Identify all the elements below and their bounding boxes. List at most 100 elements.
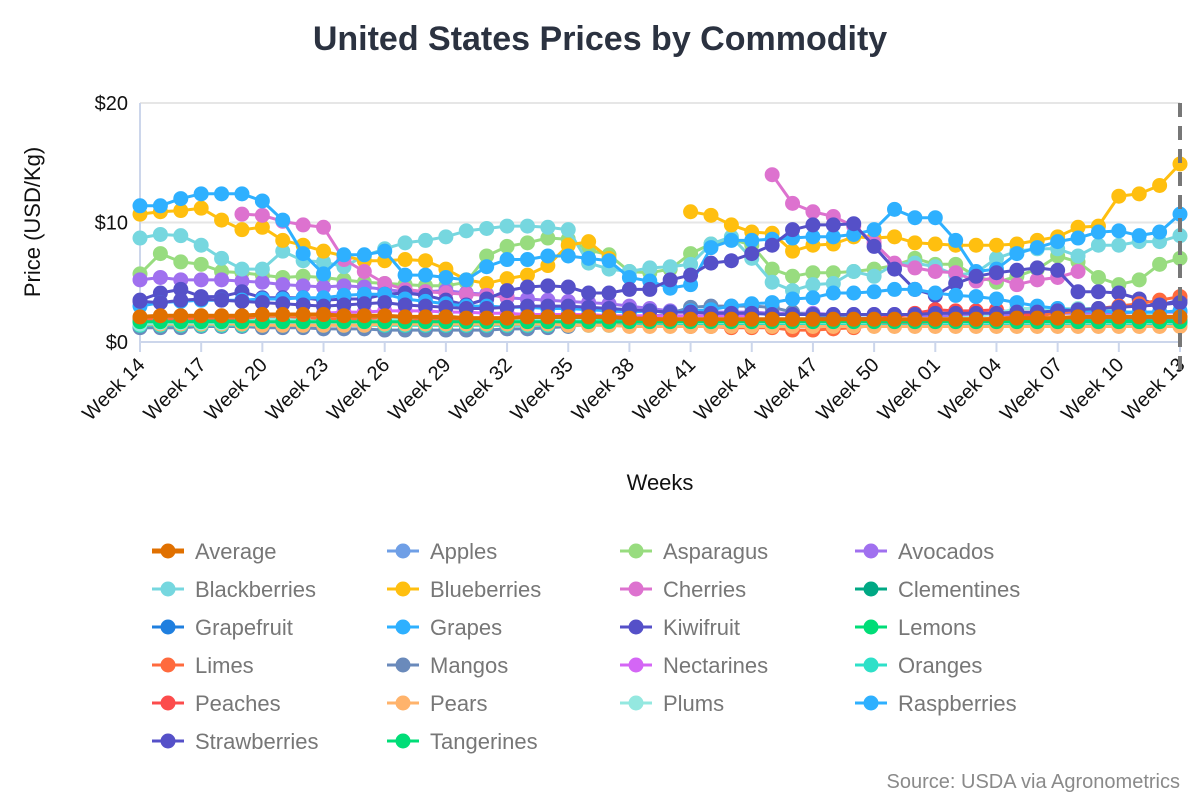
data-point[interactable] [560, 222, 576, 238]
data-point[interactable] [764, 311, 780, 327]
data-point[interactable] [397, 235, 413, 251]
data-point[interactable] [1131, 309, 1147, 325]
data-point[interactable] [519, 235, 535, 251]
data-point[interactable] [479, 248, 495, 264]
data-point[interactable] [356, 263, 372, 279]
data-point[interactable] [887, 311, 903, 327]
data-point[interactable] [927, 311, 943, 327]
data-point[interactable] [152, 198, 168, 214]
data-point[interactable] [560, 298, 576, 314]
data-point[interactable] [316, 279, 332, 295]
data-point[interactable] [316, 254, 332, 270]
legend-item-lemons[interactable]: Lemons [855, 615, 976, 640]
data-point[interactable] [621, 310, 637, 326]
data-point[interactable] [356, 247, 372, 263]
data-point[interactable] [173, 203, 189, 219]
data-point[interactable] [764, 237, 780, 253]
data-point[interactable] [499, 218, 515, 234]
data-point[interactable] [1172, 250, 1188, 266]
data-point[interactable] [683, 267, 699, 283]
data-point[interactable] [1131, 298, 1147, 314]
data-point[interactable] [458, 272, 474, 288]
data-point[interactable] [152, 308, 168, 324]
data-point[interactable] [927, 285, 943, 301]
data-point[interactable] [988, 265, 1004, 281]
data-point[interactable] [907, 210, 923, 226]
legend-item-blueberries[interactable]: Blueberries [387, 577, 541, 602]
data-point[interactable] [397, 252, 413, 268]
data-point[interactable] [703, 311, 719, 327]
data-point[interactable] [683, 204, 699, 220]
data-point[interactable] [499, 283, 515, 299]
data-point[interactable] [275, 212, 291, 228]
data-point[interactable] [540, 309, 556, 325]
data-point[interactable] [254, 207, 270, 223]
data-point[interactable] [948, 311, 964, 327]
data-point[interactable] [1070, 284, 1086, 300]
data-point[interactable] [479, 310, 495, 326]
data-point[interactable] [1029, 310, 1045, 326]
data-point[interactable] [254, 261, 270, 277]
data-point[interactable] [417, 309, 433, 325]
data-point[interactable] [744, 232, 760, 248]
data-point[interactable] [948, 287, 964, 303]
data-point[interactable] [275, 243, 291, 259]
data-point[interactable] [173, 292, 189, 308]
data-point[interactable] [968, 268, 984, 284]
data-point[interactable] [1152, 256, 1168, 272]
data-point[interactable] [805, 217, 821, 233]
data-point[interactable] [214, 212, 230, 228]
legend-item-limes[interactable]: Limes [152, 653, 254, 678]
data-point[interactable] [785, 291, 801, 307]
data-point[interactable] [234, 206, 250, 222]
legend-item-blackberries[interactable]: Blackberries [152, 577, 316, 602]
data-point[interactable] [499, 252, 515, 268]
data-point[interactable] [846, 216, 862, 232]
data-point[interactable] [642, 281, 658, 297]
data-point[interactable] [764, 274, 780, 290]
data-point[interactable] [1152, 224, 1168, 240]
data-point[interactable] [968, 311, 984, 327]
data-point[interactable] [152, 226, 168, 242]
legend-item-plums[interactable]: Plums [620, 691, 724, 716]
data-point[interactable] [214, 186, 230, 202]
data-point[interactable] [234, 308, 250, 324]
data-point[interactable] [519, 279, 535, 295]
data-point[interactable] [927, 236, 943, 252]
data-point[interactable] [540, 298, 556, 314]
data-point[interactable] [723, 253, 739, 269]
legend-item-peaches[interactable]: Peaches [152, 691, 281, 716]
data-point[interactable] [1009, 262, 1025, 278]
data-point[interactable] [214, 272, 230, 288]
legend-item-cherries[interactable]: Cherries [620, 577, 746, 602]
data-point[interactable] [193, 256, 209, 272]
data-point[interactable] [560, 309, 576, 325]
data-point[interactable] [1029, 272, 1045, 288]
data-point[interactable] [214, 308, 230, 324]
data-point[interactable] [1152, 177, 1168, 193]
data-point[interactable] [152, 246, 168, 262]
data-point[interactable] [846, 263, 862, 279]
data-point[interactable] [825, 217, 841, 233]
data-point[interactable] [254, 295, 270, 311]
data-point[interactable] [234, 222, 250, 238]
data-point[interactable] [234, 273, 250, 289]
data-point[interactable] [785, 243, 801, 259]
data-point[interactable] [887, 201, 903, 217]
data-point[interactable] [805, 311, 821, 327]
data-point[interactable] [234, 186, 250, 202]
data-point[interactable] [988, 250, 1004, 266]
data-point[interactable] [295, 307, 311, 323]
data-point[interactable] [479, 259, 495, 275]
data-point[interactable] [887, 281, 903, 297]
data-point[interactable] [316, 219, 332, 235]
data-point[interactable] [132, 272, 148, 288]
data-point[interactable] [1152, 297, 1168, 313]
data-point[interactable] [621, 281, 637, 297]
data-point[interactable] [377, 275, 393, 291]
data-point[interactable] [173, 228, 189, 244]
data-point[interactable] [785, 268, 801, 284]
data-point[interactable] [1131, 186, 1147, 202]
data-point[interactable] [540, 278, 556, 294]
data-point[interactable] [438, 269, 454, 285]
